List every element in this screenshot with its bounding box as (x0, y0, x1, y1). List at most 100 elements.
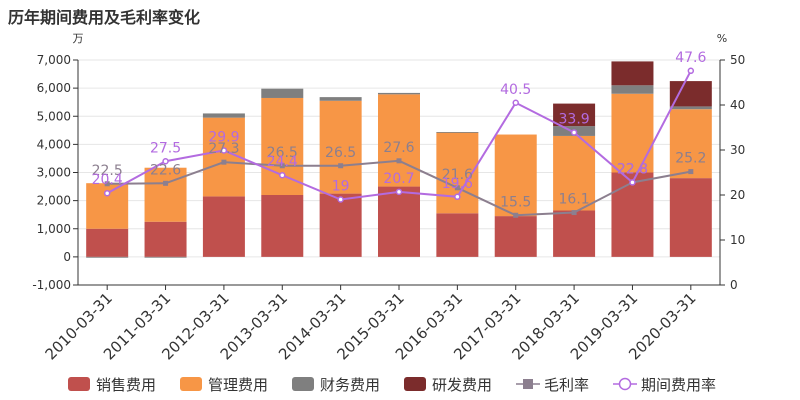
data-label: 20.4 (92, 172, 123, 188)
bar-segment (553, 103, 596, 127)
bar-segment (378, 92, 420, 95)
series-marker (570, 129, 578, 136)
series-marker (220, 147, 228, 154)
y-right-tick-label: 40 (730, 98, 745, 112)
bar-segment (144, 221, 187, 257)
series-marker (104, 181, 110, 187)
data-label: 22.5 (92, 163, 123, 179)
data-label: 22.6 (150, 162, 181, 178)
series-marker (512, 99, 519, 106)
bar-segment (669, 178, 712, 257)
legend-swatch (404, 377, 426, 391)
y-right-tick-label: 50 (730, 53, 745, 67)
bar-segment (669, 106, 712, 110)
series-marker (279, 171, 286, 179)
bar-segment (202, 196, 245, 257)
data-label: 40.5 (500, 82, 531, 98)
series-marker (162, 158, 169, 165)
bar-segment (86, 228, 129, 257)
bar-segment (611, 61, 654, 86)
y-left-tick-label: 7,000 (37, 53, 71, 67)
data-label: 47.6 (675, 50, 706, 66)
legend-label: 毛利率 (544, 376, 589, 394)
data-label: 22.8 (617, 161, 648, 177)
y-right-tick-label: 30 (730, 143, 745, 157)
bar-segment (669, 109, 712, 179)
data-label: 16.1 (559, 192, 590, 208)
bar-segment (319, 193, 362, 257)
series-marker (688, 169, 694, 175)
data-label: 19 (332, 179, 350, 195)
bar-segment (319, 100, 362, 194)
series-marker (337, 196, 344, 203)
y-left-tick-label: 4,000 (37, 137, 71, 151)
data-label: 27.6 (383, 140, 414, 156)
y-left-tick-label: 2,000 (37, 194, 71, 208)
data-label: 26.5 (325, 145, 356, 161)
legend-label: 研发费用 (432, 376, 492, 394)
lines-layer (103, 67, 695, 218)
data-label: 24.4 (267, 154, 298, 170)
data-label: 27.3 (208, 141, 239, 157)
bar-segment (611, 93, 654, 173)
bar-segment (436, 132, 479, 133)
data-label: 27.5 (150, 140, 181, 156)
legend-swatch (292, 377, 314, 391)
legend-label: 财务费用 (320, 376, 380, 394)
legend-layer: 销售费用 管理费用 财务费用 研发费用 毛利率 期间费用率 (68, 376, 716, 394)
legend-swatch (68, 377, 90, 391)
legend-label: 管理费用 (208, 376, 268, 394)
series-marker (571, 210, 577, 216)
bar-segment (378, 94, 420, 187)
legend-swatch (180, 377, 202, 391)
data-label: 29.9 (208, 129, 239, 145)
bar-segment (319, 97, 362, 101)
y-left-tick-label: 0 (63, 250, 71, 264)
data-label: 19.6 (442, 176, 473, 192)
data-label: 25.2 (675, 151, 706, 167)
y-left-tick-label: 3,000 (37, 166, 71, 180)
bars-layer (86, 61, 712, 258)
y-left-tick-label: -1,000 (32, 278, 71, 292)
y-right-tick-label: 20 (730, 188, 745, 202)
data-label: 15.5 (500, 194, 531, 210)
legend-label: 期间费用率 (641, 376, 716, 394)
bar-segment (144, 167, 187, 222)
bar-segment (611, 85, 654, 94)
y-right-unit: % (717, 32, 727, 45)
bar-segment (553, 210, 596, 257)
bar-segment (202, 113, 245, 118)
y-left-tick-label: 5,000 (37, 109, 71, 123)
bar-segment (261, 97, 304, 195)
data-label: 21.6 (442, 167, 473, 183)
series-marker (687, 67, 695, 75)
bar-segment (669, 81, 712, 107)
series-marker (221, 159, 227, 165)
data-label: 26.5 (267, 145, 298, 161)
legend-marker (618, 377, 632, 391)
series-marker (163, 180, 169, 186)
data-label: 33.9 (559, 111, 590, 127)
bar-segment (494, 216, 537, 257)
y-right-tick-label: 0 (730, 278, 738, 292)
data-label: 22.8 (617, 161, 648, 177)
bar-segment (436, 213, 479, 257)
y-left-unit: 万 (73, 32, 84, 45)
bar-segment (261, 195, 304, 257)
y-right-tick-label: 10 (730, 233, 745, 247)
series-marker (629, 179, 636, 186)
y-left-tick-label: 6,000 (37, 81, 71, 95)
series-marker (454, 185, 460, 191)
y-left-tick-label: 1,000 (37, 222, 71, 236)
bar-segment (261, 88, 304, 98)
legend-marker (523, 379, 533, 389)
bar-segment (611, 172, 654, 257)
series-marker (513, 212, 519, 218)
legend-label: 销售费用 (96, 376, 156, 394)
chart-title: 历年期间费用及毛利率变化 (8, 8, 201, 27)
series-marker (454, 193, 461, 201)
bar-segment (494, 134, 537, 217)
bar-segment (86, 256, 129, 258)
labels-layer: 22.5 22.6 27.3 26.5 26.5 27.6 21.6 15.5 16.1 22.8… (92, 50, 707, 210)
